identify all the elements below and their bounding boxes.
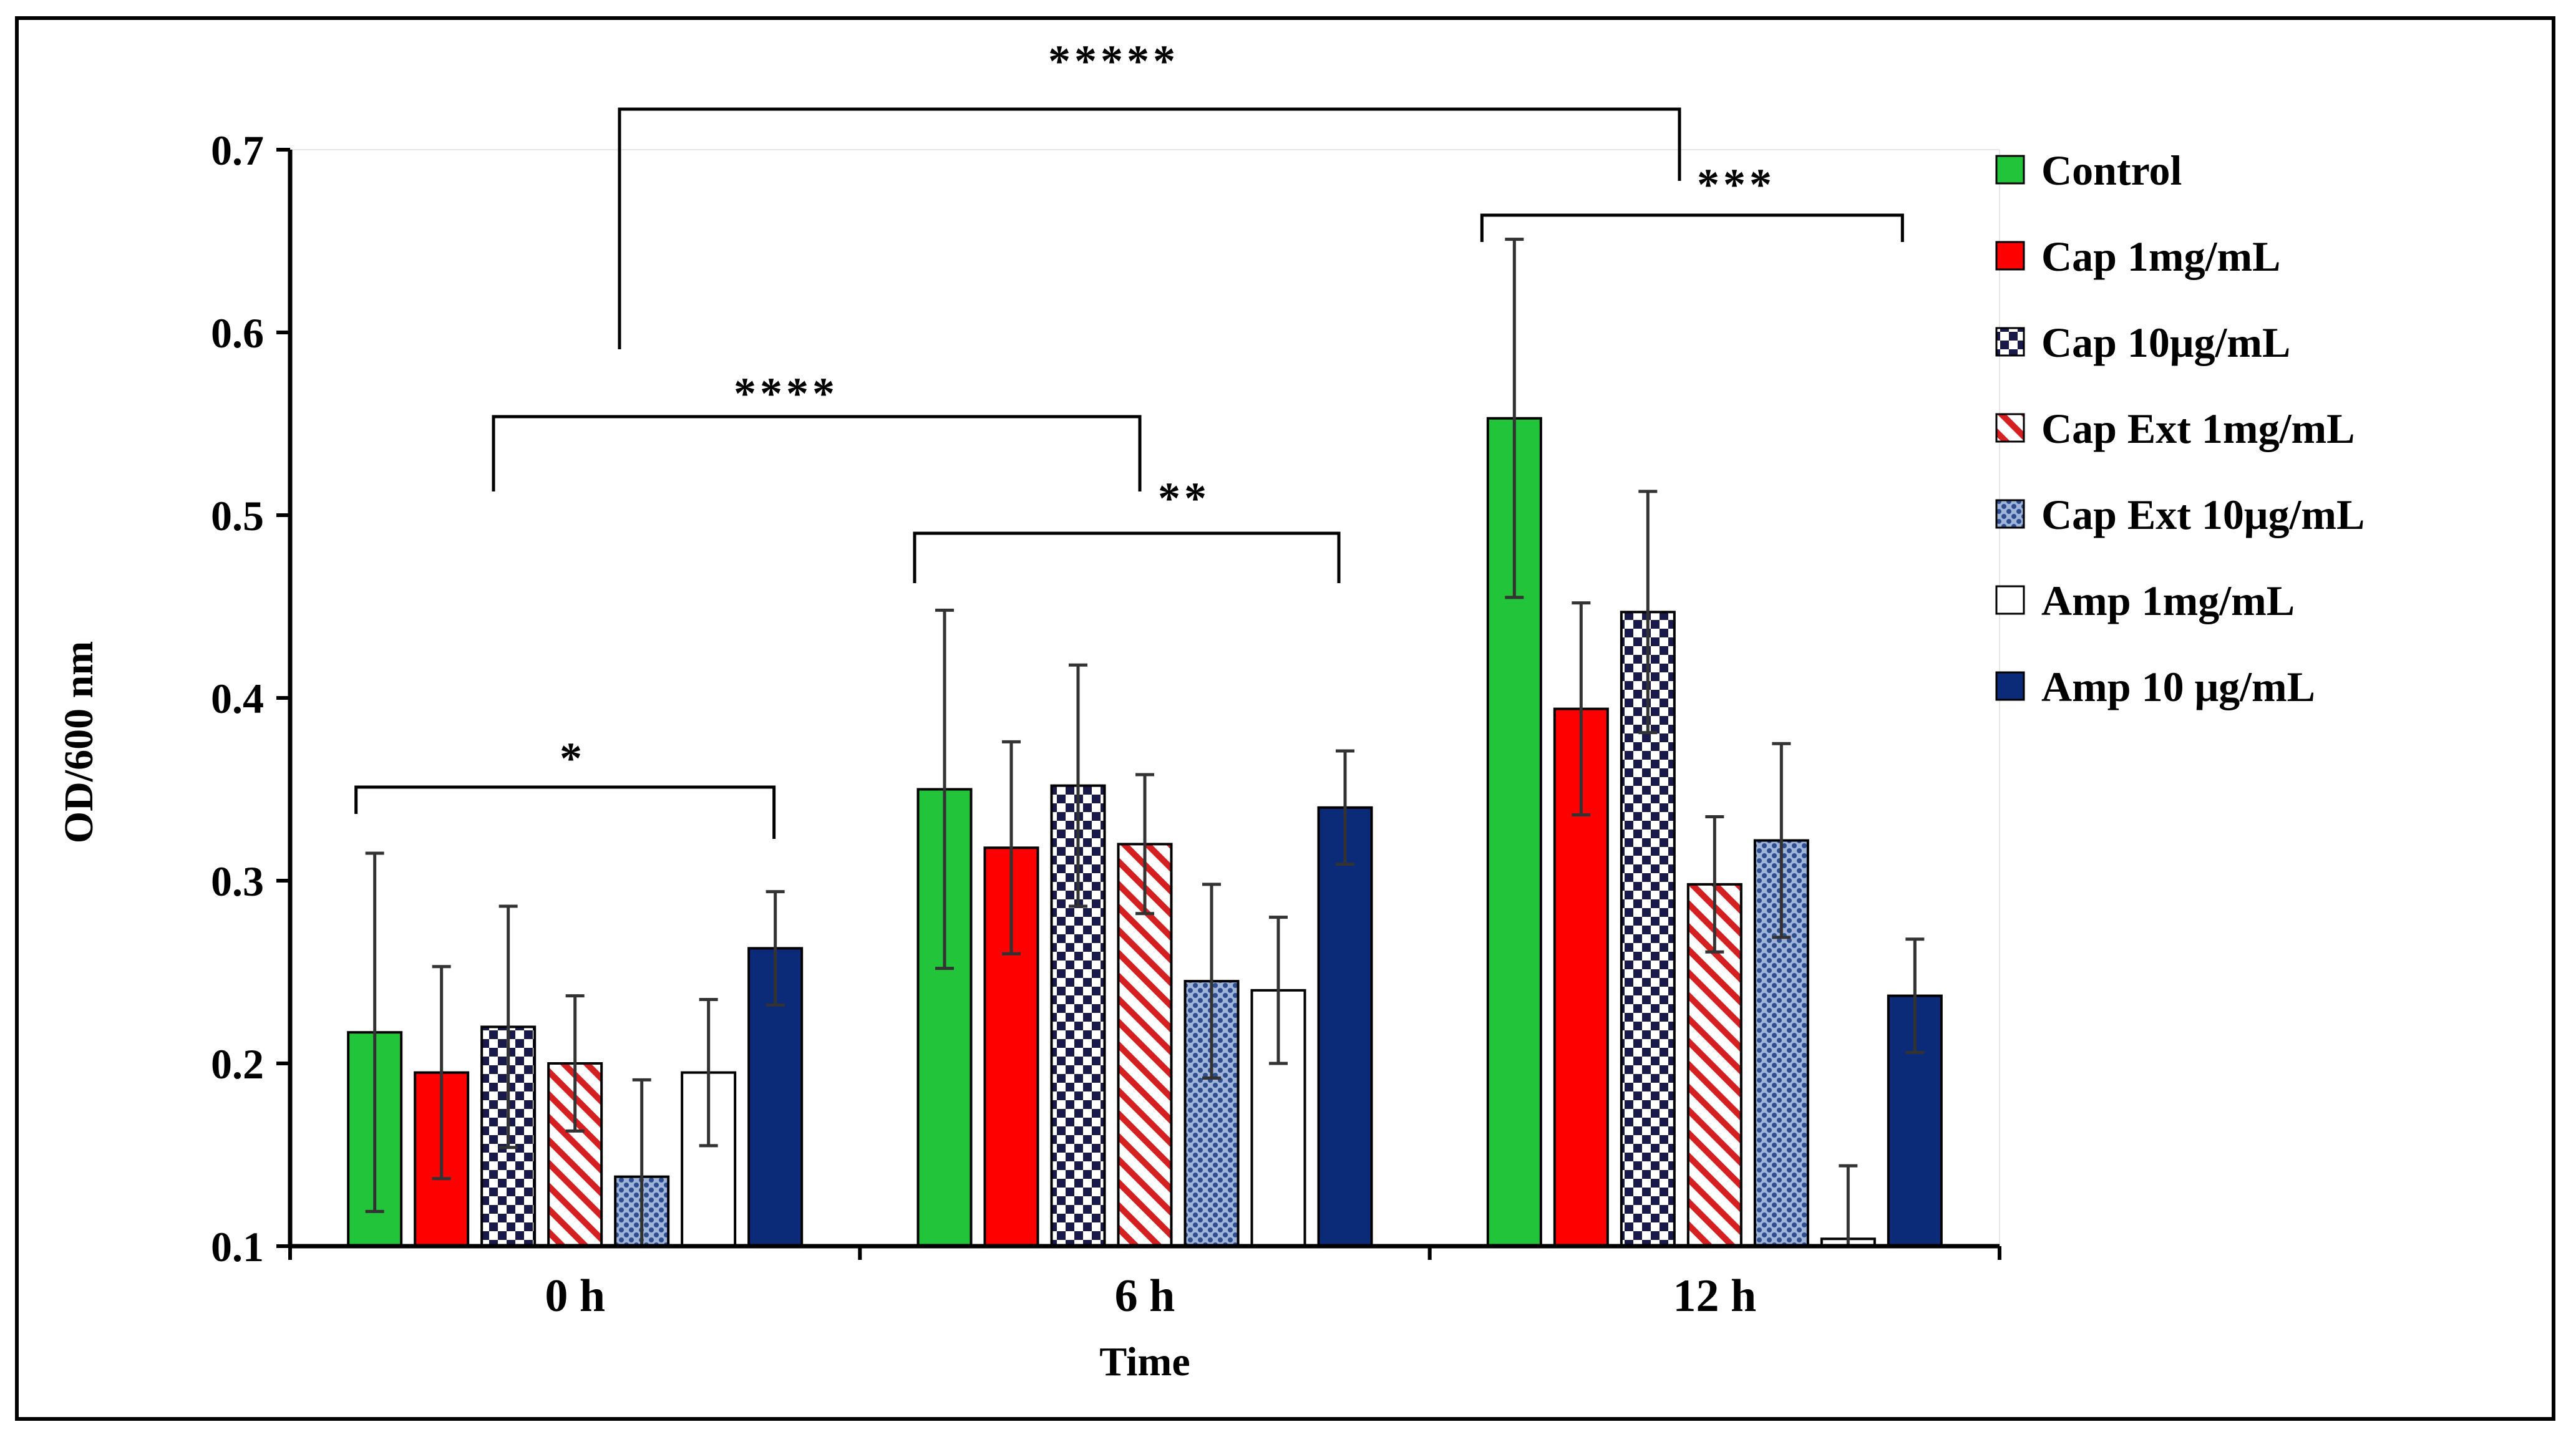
legend-label: Control xyxy=(2041,147,2182,194)
x-tick-label: 12 h xyxy=(1673,1270,1757,1322)
bar-amp-10-g-ml-6h xyxy=(1317,806,1373,1248)
bracket-0h-label: * xyxy=(560,733,586,783)
legend-swatch xyxy=(1995,585,2025,615)
legend-swatch xyxy=(1995,327,2025,357)
legend-label: Amp 1mg/mL xyxy=(2041,577,2295,624)
error-bar xyxy=(1638,490,1658,735)
legend-entry: Amp 1mg/mL xyxy=(1995,577,2295,624)
error-bar xyxy=(1135,773,1154,916)
error-bar xyxy=(1505,238,1524,599)
x-axis-title: Time xyxy=(1099,1339,1190,1385)
legend-label: Amp 10 μg/mL xyxy=(2041,663,2315,710)
legend-label: Cap 1mg/mL xyxy=(2041,233,2280,280)
significance-brackets: *************** xyxy=(354,36,1904,839)
chart-frame xyxy=(15,16,2555,1421)
error-bar xyxy=(365,851,384,1213)
bracket-0h-6h: **** xyxy=(492,369,1142,491)
legend-swatch xyxy=(1995,413,2025,443)
error-bar xyxy=(1002,740,1021,956)
bars xyxy=(347,417,1943,1248)
x-tick-label: 6 h xyxy=(1115,1270,1175,1322)
error-bar xyxy=(1839,1164,1858,1246)
bracket-0h-6h-label: **** xyxy=(734,369,838,419)
bracket-0h-12h: ***** xyxy=(618,36,1681,349)
error-bar xyxy=(1336,749,1354,866)
error-bar xyxy=(1772,742,1791,939)
bracket-0h: * xyxy=(354,733,776,839)
legend-entry: Cap Ext 10μg/mL xyxy=(1995,491,2365,538)
bracket-0h-12h-label: ***** xyxy=(1048,36,1179,86)
legend-label: Cap 10μg/mL xyxy=(2041,319,2290,366)
legend-label: Cap Ext 1mg/mL xyxy=(2041,405,2355,452)
error-bar xyxy=(1705,815,1724,954)
x-tick-label: 0 h xyxy=(545,1270,605,1322)
legend-label: Cap Ext 10μg/mL xyxy=(2041,491,2365,538)
bracket-12h-label: *** xyxy=(1697,160,1776,210)
error-bars xyxy=(365,238,1925,1246)
y-tick-label: 0.1 xyxy=(211,1223,264,1270)
error-bar xyxy=(1905,937,1925,1054)
legend-entry: Cap Ext 1mg/mL xyxy=(1995,405,2355,452)
error-bar xyxy=(1572,601,1591,817)
error-bar xyxy=(1069,663,1087,908)
bracket-12h: *** xyxy=(1480,160,1904,242)
y-axis-title: OD/600 nm xyxy=(56,641,102,844)
y-tick-label: 0.7 xyxy=(211,127,264,174)
legend-entry: Control xyxy=(1995,147,2182,194)
error-bar xyxy=(565,994,585,1133)
error-bar xyxy=(766,890,785,1007)
bracket-6h-label: ** xyxy=(1158,473,1210,523)
bar-amp-10-g-ml-12h xyxy=(1887,994,1943,1247)
legend-swatch xyxy=(1995,241,2025,271)
error-bar xyxy=(498,904,518,1149)
legend-swatch xyxy=(1995,499,2025,529)
legend-entry: Amp 10 μg/mL xyxy=(1995,663,2315,710)
y-tick-label: 0.5 xyxy=(211,492,264,540)
y-tick-label: 0.2 xyxy=(211,1040,264,1088)
legend-entry: Cap 1mg/mL xyxy=(1995,233,2280,280)
y-tick-label: 0.6 xyxy=(211,309,264,357)
legend-swatch xyxy=(1995,155,2025,185)
error-bar xyxy=(935,608,954,970)
y-tick-label: 0.3 xyxy=(211,858,264,905)
y-tick-label: 0.4 xyxy=(211,675,264,722)
error-bar xyxy=(1202,883,1221,1080)
legend-entry: Cap 10μg/mL xyxy=(1995,319,2290,366)
legend-swatch xyxy=(1995,671,2025,701)
axes: 0.1 0.2 0.3 0.4 0.5 0.6 0.7 0 h 6 h 12 h xyxy=(211,127,2001,1322)
error-bar xyxy=(699,997,718,1148)
bracket-6h: ** xyxy=(913,473,1341,583)
error-bar xyxy=(1269,916,1288,1065)
error-bar xyxy=(632,1078,651,1246)
error-bar xyxy=(432,965,451,1181)
legend: Control Cap 1mg/mL Cap 10μg/mL Cap Ext 1mg/… xyxy=(1995,147,2365,710)
